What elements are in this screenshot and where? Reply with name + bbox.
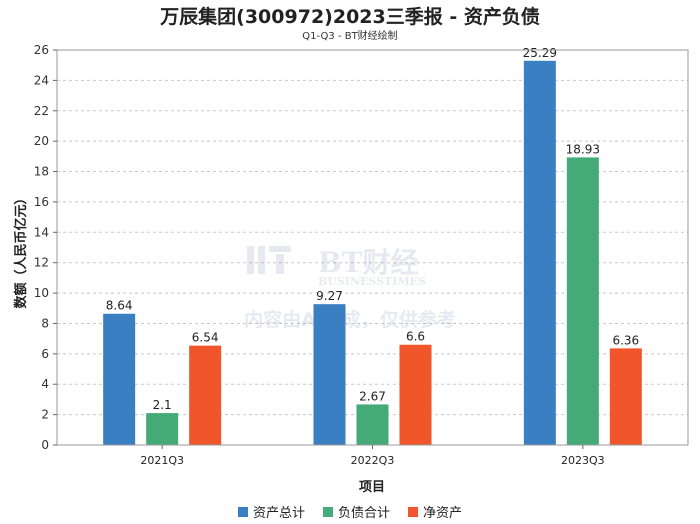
legend-swatch (322, 506, 333, 517)
bar (399, 344, 432, 445)
bars (103, 60, 642, 446)
y-tick-label: 2 (41, 408, 49, 422)
bt-logo-icon (247, 246, 291, 274)
bar (313, 304, 346, 445)
y-tick-label: 6 (41, 347, 49, 361)
y-tick-label: 24 (34, 73, 49, 87)
y-tick-label: 22 (34, 104, 49, 118)
data-label: 6.6 (406, 330, 425, 344)
legend: 资产总计 负债合计 净资产 (0, 502, 700, 521)
x-axis-label: 项目 (359, 480, 385, 495)
y-tick-label: 10 (34, 286, 49, 300)
y-tick-label: 20 (34, 134, 49, 148)
bar (103, 313, 136, 445)
chart-subtitle: Q1-Q3 - BT财经绘制 (302, 31, 398, 42)
bar (566, 157, 599, 446)
legend-swatch (237, 506, 248, 517)
bar (146, 413, 179, 445)
y-tick-label: 0 (41, 438, 49, 452)
y-tick-label: 4 (41, 377, 49, 391)
y-axis-label: 数额（人民币亿元） (13, 191, 29, 308)
bar (356, 404, 389, 445)
bar (523, 60, 556, 446)
legend-label: 净资产 (423, 506, 463, 521)
watermark-logo-text: BT财经 (318, 246, 419, 279)
y-tick-label: 18 (34, 165, 49, 179)
watermark: BT财经 BUSINESSTIMES 内容由AI生成，仅供参考 (244, 246, 456, 331)
x-tick-label: 2022Q3 (351, 454, 395, 467)
data-label: 6.36 (612, 333, 639, 347)
data-label: 18.93 (566, 142, 600, 156)
data-label: 6.54 (192, 331, 219, 345)
data-labels: 8.64 2.1 6.54 9.27 2.67 6.6 25.29 18.93 6.36 (106, 46, 639, 412)
watermark-logo-subtext: BUSINESSTIMES (318, 275, 426, 288)
legend-label: 资产总计 (252, 506, 305, 521)
x-tick-label: 2023Q3 (561, 454, 605, 467)
y-tick-label: 12 (34, 256, 49, 270)
data-label: 9.27 (316, 289, 343, 303)
data-label: 2.1 (153, 398, 172, 412)
y-tick-label: 16 (34, 195, 49, 209)
legend-label: 负债合计 (337, 506, 390, 521)
y-tick-label: 8 (41, 316, 49, 330)
legend-item: 负债合计 (322, 502, 390, 521)
legend-swatch (408, 506, 418, 517)
watermark-notice: 内容由AI生成，仅供参考 (244, 308, 456, 331)
x-tick-label: 2021Q3 (140, 454, 184, 467)
y-tick-label: 26 (34, 43, 49, 57)
data-label: 2.67 (359, 389, 386, 403)
legend-item: 净资产 (408, 502, 462, 521)
data-label: 25.29 (523, 46, 557, 60)
y-tick-label: 14 (34, 225, 49, 239)
chart-title: 万辰集团(300972)2023三季报 - 资产负债 (160, 6, 540, 28)
bar (609, 348, 642, 445)
data-label: 8.64 (106, 299, 133, 313)
legend-item: 资产总计 (237, 502, 305, 521)
bar (189, 345, 222, 445)
